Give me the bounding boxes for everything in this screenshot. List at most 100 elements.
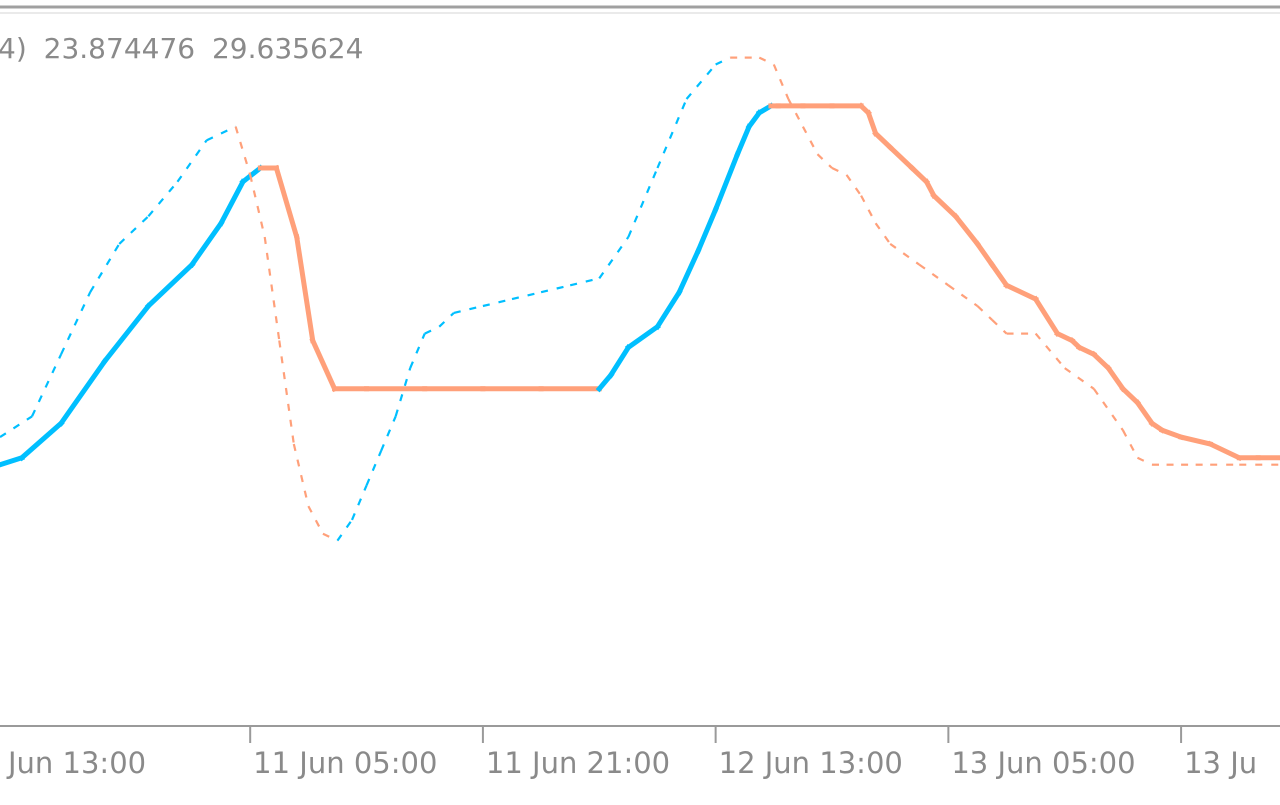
series-1-segment <box>607 343 632 379</box>
series-1-segment <box>712 150 741 213</box>
x-tick-label: 11 Jun 21:00 <box>486 746 670 780</box>
series-1-segment <box>57 357 109 427</box>
series-2-segment <box>1121 429 1139 459</box>
series-2-segment <box>787 98 804 128</box>
series-1-segment <box>595 371 615 393</box>
series-2-segment <box>656 98 688 169</box>
series-2-segment <box>147 181 179 218</box>
series-1-segment <box>101 302 152 365</box>
series-2-segment <box>424 325 440 335</box>
series-2-segment <box>772 64 790 100</box>
series-1-segment <box>1119 385 1141 407</box>
legend-prefix: 4) <box>0 32 27 65</box>
series-1-segment <box>144 261 196 310</box>
series-2-segment <box>438 312 455 328</box>
series-2-segment <box>976 305 993 321</box>
series-1-segment <box>930 192 960 220</box>
x-tick-label: 13 Ju <box>1184 746 1257 780</box>
series-1-segment <box>273 164 300 241</box>
series-2-segment <box>511 291 542 301</box>
series-1-segment <box>886 143 916 172</box>
series-2-segment <box>889 243 920 266</box>
series-1-segment <box>1090 350 1112 372</box>
series-1-segment <box>217 178 247 227</box>
series-2-segment <box>263 236 281 341</box>
series-2-segment <box>0 415 33 439</box>
series-1-segment <box>1206 440 1243 462</box>
series-2-segment <box>60 291 92 355</box>
series-2-segment <box>569 277 600 287</box>
series-1-segment <box>293 234 316 344</box>
x-tick-label: 11 Jun 05:00 <box>253 746 437 780</box>
series-2-segment <box>715 56 731 66</box>
series-1-segment <box>1075 344 1098 358</box>
series-2-segment <box>394 367 412 417</box>
series-2-segment <box>365 450 383 486</box>
series-2-segment <box>336 519 353 542</box>
series-1-segment <box>865 109 879 137</box>
series-2-segment <box>1034 332 1066 369</box>
series-1-segment <box>734 123 753 158</box>
indicator-legend: 4) 23.874476 29.635624 <box>0 32 363 65</box>
series-2-segment <box>758 56 775 66</box>
series-1-segment <box>952 212 981 248</box>
series-2-segment <box>409 333 426 369</box>
series-2-segment <box>380 415 397 452</box>
x-tick-label: Jun 13:00 <box>6 746 146 780</box>
series-2-segment <box>453 304 484 314</box>
series-2-segment <box>598 236 630 280</box>
series-2-segment <box>816 153 833 169</box>
series-1-segment <box>988 261 1011 289</box>
legend-value-1: 23.874476 <box>44 32 195 65</box>
series-1-segment <box>675 247 702 296</box>
x-axis-ticks: Jun 13:00 11 Jun 05:00 11 Jun 21:00 12 Jun … <box>6 726 1257 780</box>
series-1-segment <box>1032 295 1061 338</box>
series-1-segment <box>745 109 763 131</box>
series-1-segment <box>1003 281 1039 303</box>
series-1-segment <box>188 219 225 269</box>
series-1-segment <box>908 164 931 186</box>
series-1-segment <box>872 129 894 151</box>
series-2-segment <box>991 319 1008 335</box>
x-tick-label: 12 Jun 13:00 <box>719 746 903 780</box>
series-2-segment <box>89 243 121 293</box>
series-1-segment <box>973 240 996 269</box>
series-2-segment <box>482 298 513 308</box>
series-2-segment <box>947 284 979 307</box>
series-2-segment <box>874 222 892 245</box>
series-1-segment <box>654 288 683 331</box>
series-2 <box>0 56 1280 542</box>
series-1 <box>0 102 1280 468</box>
series-1-segment <box>18 419 65 462</box>
series-2-segment <box>206 125 237 142</box>
legend-value-2: 29.635624 <box>212 32 363 65</box>
x-tick-label: 13 Jun 05:00 <box>951 746 1135 780</box>
series-1-segment <box>1104 364 1127 393</box>
series-2-segment <box>350 484 368 521</box>
series-1-segment <box>1178 434 1214 448</box>
series-2-segment <box>118 215 150 245</box>
series-2-segment <box>831 167 848 176</box>
series-layer <box>0 56 1280 542</box>
series-1-segment <box>0 454 25 468</box>
series-2-segment <box>918 263 950 287</box>
series-2-segment <box>1064 367 1095 390</box>
series-2-segment <box>540 284 571 294</box>
series-2-segment <box>322 532 338 542</box>
series-2-segment <box>176 139 208 183</box>
series-2-segment <box>292 443 310 507</box>
series-2-segment <box>860 195 877 224</box>
series-2-segment <box>278 340 295 445</box>
series-2-segment <box>1136 456 1153 466</box>
series-2-segment <box>234 126 252 176</box>
series-1-segment <box>694 206 719 255</box>
series-1-segment <box>239 164 264 186</box>
series-2-segment <box>685 63 717 100</box>
series-2-segment <box>31 353 63 417</box>
series-2-segment <box>307 505 324 535</box>
series-1-segment <box>624 323 661 351</box>
series-2-segment <box>801 126 819 155</box>
series-1-segment <box>1133 399 1156 427</box>
